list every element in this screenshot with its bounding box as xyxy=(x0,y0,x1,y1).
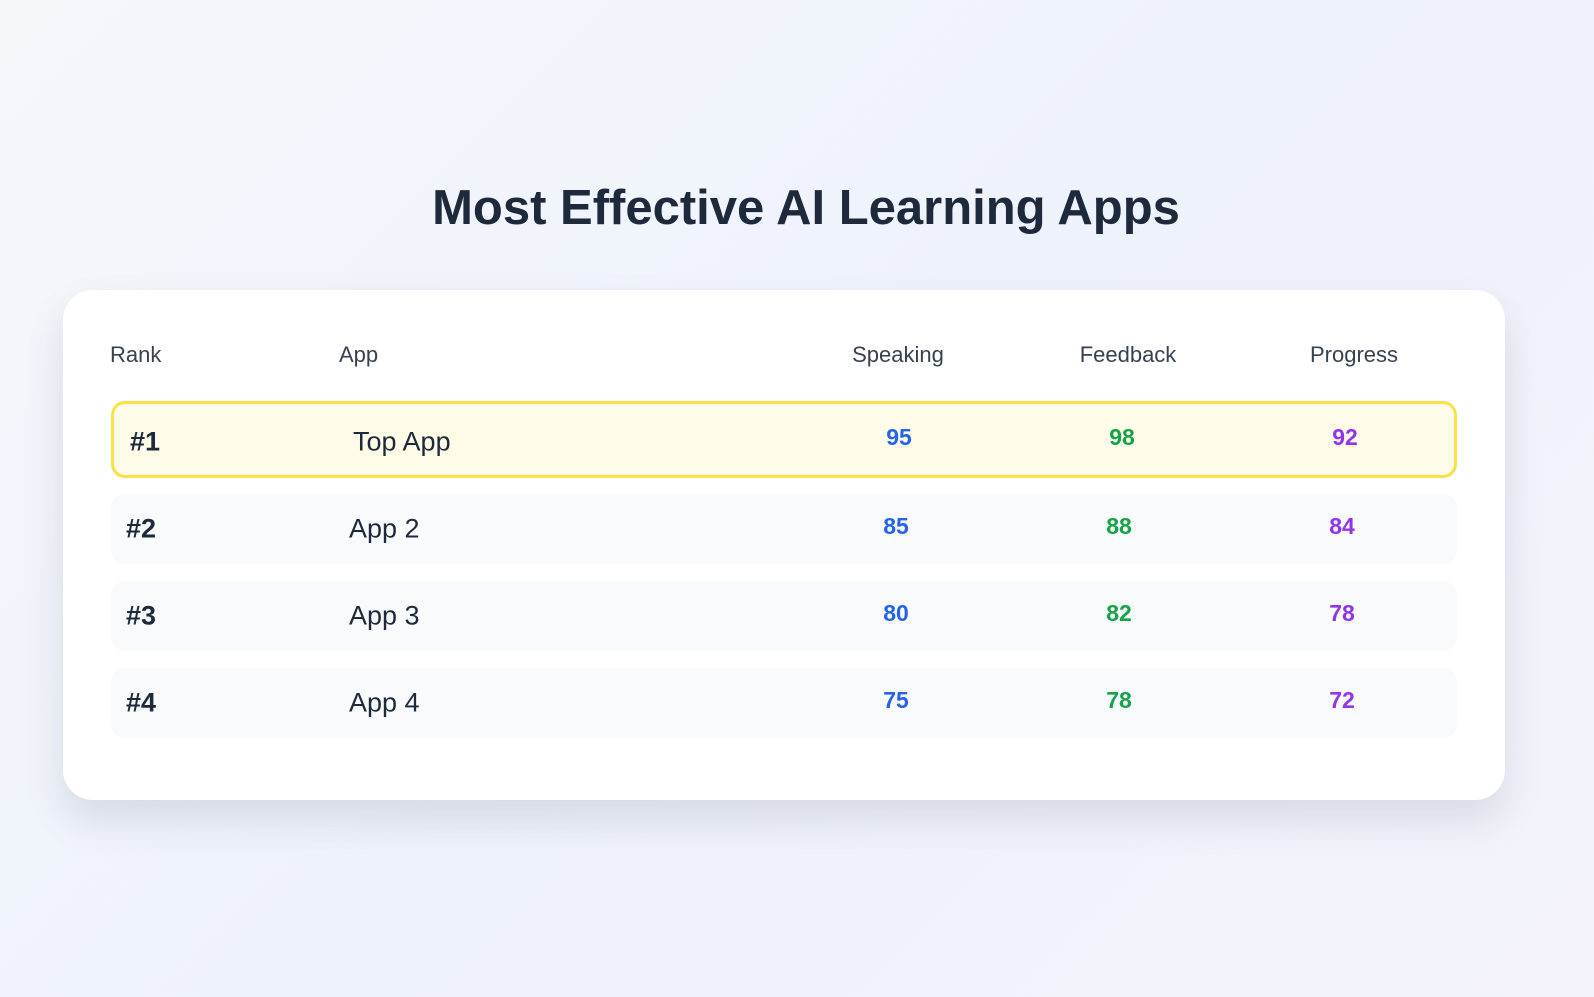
ranking-card: Rank App Speaking Feedback Progress #1 Top App… xyxy=(63,290,1505,800)
page-title: Most Effective AI Learning Apps xyxy=(432,181,1180,235)
rank: #1 xyxy=(130,426,161,456)
progress-score: 78 xyxy=(1329,599,1355,626)
table-row: #4 App 4 75 78 72 xyxy=(111,668,1457,738)
table-row: #2 App 2 85 88 84 xyxy=(111,494,1457,564)
table-row: #3 App 3 80 82 78 xyxy=(111,581,1457,651)
feedback-score: 88 xyxy=(1106,512,1132,539)
speaking-score: 80 xyxy=(883,599,909,626)
feedback-header: Feedback xyxy=(1079,342,1177,367)
app-header: App xyxy=(339,342,379,367)
feedback-score: 78 xyxy=(1106,686,1132,713)
table-row: #1 Top App 95 98 92 xyxy=(111,401,1457,478)
rank: #3 xyxy=(126,600,157,631)
progress-header: Progress xyxy=(1309,342,1399,367)
app-name: App 3 xyxy=(349,600,420,631)
speaking-score: 85 xyxy=(883,512,909,539)
rank: #2 xyxy=(126,513,157,544)
progress-score: 92 xyxy=(1332,423,1358,450)
feedback-score: 82 xyxy=(1106,599,1132,626)
progress-score: 72 xyxy=(1329,686,1355,713)
rank: #4 xyxy=(126,687,157,718)
progress-score: 84 xyxy=(1329,512,1355,539)
speaking-score: 75 xyxy=(883,686,909,713)
feedback-score: 98 xyxy=(1109,423,1135,450)
app-name: Top App xyxy=(353,426,451,456)
speaking-score: 95 xyxy=(886,423,912,450)
app-name: App 4 xyxy=(349,687,420,718)
speaking-header: Speaking xyxy=(852,342,944,367)
rank-header: Rank xyxy=(110,342,162,367)
app-name: App 2 xyxy=(349,513,420,544)
